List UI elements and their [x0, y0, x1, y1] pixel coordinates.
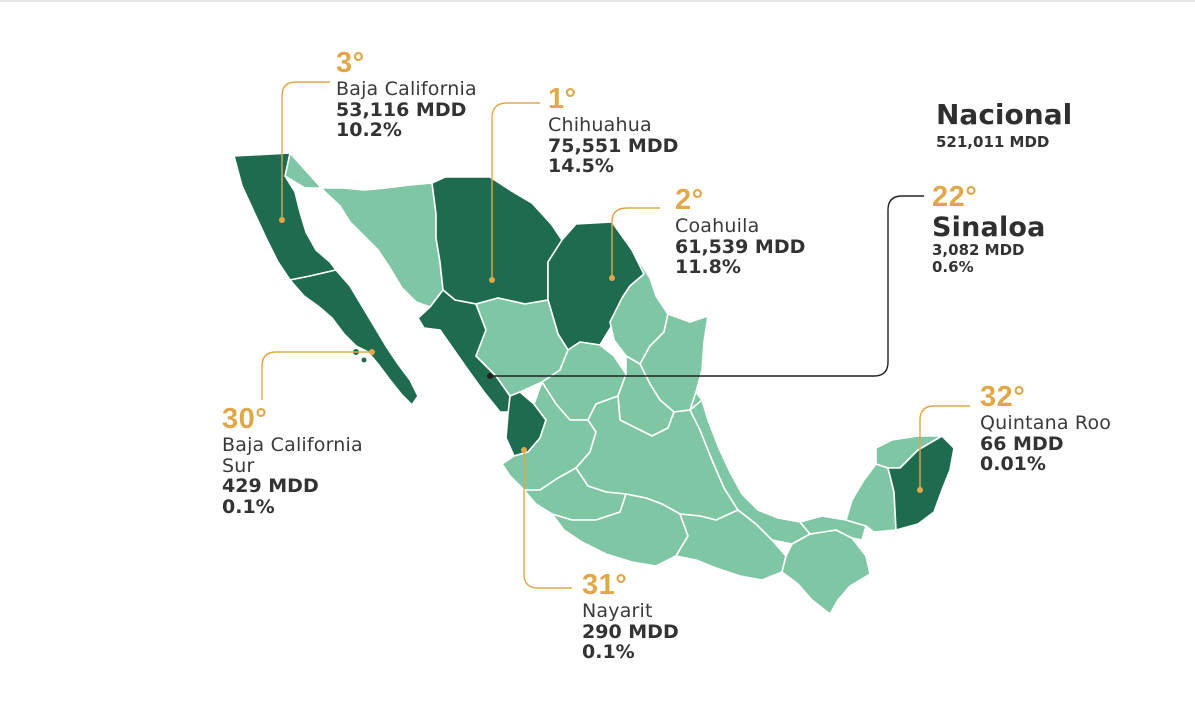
state-name-line2: Sur [222, 454, 255, 477]
island-2 [361, 357, 367, 363]
quintana-roo-marker-dot [917, 487, 923, 493]
callout-quintana-roo: 32° Quintana Roo 66 MDD 0.01% [980, 381, 1112, 476]
state-tabasco [799, 515, 867, 541]
state-name: Nayarit [582, 600, 653, 623]
rank-label: 31° [582, 569, 628, 601]
state-chihuahua [431, 176, 563, 305]
leader-quintana-roo [919, 405, 970, 490]
leader-bcs [261, 351, 372, 400]
leader-sinaloa [490, 195, 924, 377]
callout-nayarit: 31° Nayarit 290 MDD 0.1% [582, 569, 679, 664]
coahuila-marker-dot [609, 275, 615, 281]
percent-value: 0.1% [582, 641, 635, 664]
top-rule [0, 0, 1195, 2]
state-baja-california [233, 152, 337, 281]
sinaloa-marker-dot [487, 373, 493, 379]
state-name: Baja California [336, 78, 477, 101]
callout-chihuahua: 1° Chihuahua 75,551 MDD 14.5% [548, 83, 679, 178]
nacional-title: Nacional [936, 98, 1073, 131]
amount-value: 429 MDD [222, 475, 319, 498]
percent-value: 10.2% [336, 119, 402, 142]
percent-value: 11.8% [675, 256, 741, 279]
state-name: Quintana Roo [980, 412, 1112, 435]
rank-label: 1° [548, 83, 577, 115]
amount-value: 53,116 MDD [336, 98, 467, 121]
amount-value: 66 MDD [980, 432, 1064, 455]
percent-value: 14.5% [548, 155, 614, 178]
callout-coahuila: 2° Coahuila 61,539 MDD 11.8% [675, 184, 806, 279]
callout-baja-california: 3° Baja California 53,116 MDD 10.2% [336, 47, 477, 142]
rank-label: 2° [675, 184, 704, 216]
amount-value: 75,551 MDD [548, 134, 679, 157]
leader-baja-california [281, 81, 330, 220]
state-quintana-roo [887, 435, 955, 531]
percent-value: 0.1% [222, 495, 275, 518]
baja-california-marker-dot [279, 217, 285, 223]
amount-value: 3,082 MDD [932, 241, 1025, 260]
nacional-value: 521,011 MDD [936, 133, 1050, 151]
state-campeche [845, 463, 897, 533]
rank-label: 3° [336, 47, 365, 79]
state-chiapas [781, 529, 871, 615]
state-coahuila [547, 221, 645, 351]
state-name-line1: Baja California [222, 434, 363, 457]
bcs-marker-dot [369, 349, 375, 355]
state-name: Coahuila [675, 215, 760, 238]
state-baja-california-sur [289, 269, 419, 406]
leader-coahuila [611, 207, 660, 278]
nayarit-marker-dot [521, 447, 527, 453]
chihuahua-marker-dot [489, 277, 495, 283]
amount-value: 61,539 MDD [675, 235, 806, 258]
leader-nayarit [523, 450, 572, 589]
callout-sinaloa: 22° Sinaloa 3,082 MDD 0.6% [932, 181, 1046, 276]
rank-label: 22° [932, 181, 978, 213]
callout-baja-california-sur: 30° Baja California Sur 429 MDD 0.1% [222, 403, 363, 518]
rank-label: 30° [222, 403, 268, 435]
state-name: Chihuahua [548, 114, 652, 137]
amount-value: 290 MDD [582, 620, 679, 643]
percent-value: 0.6% [932, 257, 974, 276]
rank-label: 32° [980, 381, 1026, 413]
percent-value: 0.01% [980, 453, 1046, 476]
leader-chihuahua [491, 102, 540, 280]
state-name: Sinaloa [932, 212, 1046, 244]
